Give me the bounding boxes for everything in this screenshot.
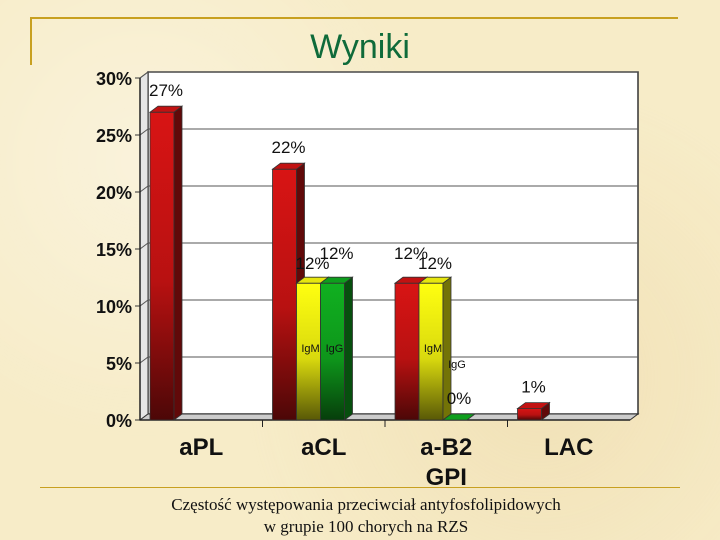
x-category-label: aPL <box>179 434 223 461</box>
y-tick-label: 5% <box>106 354 132 374</box>
gridline-side <box>139 356 149 364</box>
bar-top <box>441 413 477 421</box>
bar-top <box>271 162 306 170</box>
bar-front <box>418 282 444 421</box>
bar-side <box>173 105 183 421</box>
chart-caption: Częstość występowania przeciwciał antyfo… <box>0 494 720 538</box>
bar-front <box>517 408 542 421</box>
y-tick-label: 25% <box>96 126 132 146</box>
bar-front <box>149 111 175 421</box>
gridline-side <box>139 71 149 79</box>
bar-top <box>319 276 354 284</box>
y-tick-label: 30% <box>96 69 132 89</box>
plot-floor <box>138 413 640 421</box>
bar-front <box>320 282 345 421</box>
bar-top <box>148 105 184 113</box>
series-name-label: IgG <box>326 343 344 355</box>
bar-top <box>417 276 453 284</box>
slide-title: Wyniki <box>310 28 410 66</box>
gridline-side <box>139 242 149 250</box>
series-name-label: IgM <box>301 343 319 355</box>
x-category-label: GPI <box>426 464 467 490</box>
y-tick-label: 10% <box>96 297 132 317</box>
gridline-side <box>139 185 149 193</box>
caption-line-1: Częstość występowania przeciwciał antyfo… <box>171 495 561 514</box>
y-tick-label: 20% <box>96 183 132 203</box>
bar-front <box>394 282 420 421</box>
x-category-label: aCL <box>301 434 346 461</box>
frame-left-line <box>30 17 32 65</box>
bar-value-label: 12% <box>295 254 329 273</box>
series-name-label: IgM <box>424 343 442 355</box>
x-category-label: a-B2 <box>420 434 472 461</box>
bar-value-label: 22% <box>271 138 305 157</box>
bar-value-label: 1% <box>521 378 546 397</box>
bar-top <box>516 402 551 410</box>
bar-value-label: 12% <box>394 244 428 263</box>
frame-top-line <box>30 17 678 19</box>
y-tick-label: 0% <box>106 411 132 431</box>
bar-side <box>344 276 353 421</box>
bar-value-label: 12% <box>319 244 353 263</box>
x-category-label: LAC <box>544 434 593 461</box>
y-tick-label: 15% <box>96 240 132 260</box>
gridline-side <box>139 299 149 307</box>
caption-line-2: w grupie 100 chorych na RZS <box>263 517 469 536</box>
bar-value-label: 27% <box>149 81 183 100</box>
gridline-side <box>139 128 149 136</box>
bar-value-label: 12% <box>418 254 452 273</box>
frame-bottom-line <box>40 487 680 488</box>
bar-chart: 0% 5% 10% 15% 20% 25% 30% aPL aCL a-B2 GPI LAC 27% 22… <box>96 69 640 490</box>
bar-front <box>272 168 297 421</box>
bar-value-label: 0% <box>447 389 472 408</box>
series-name-label: IgG <box>448 359 466 371</box>
